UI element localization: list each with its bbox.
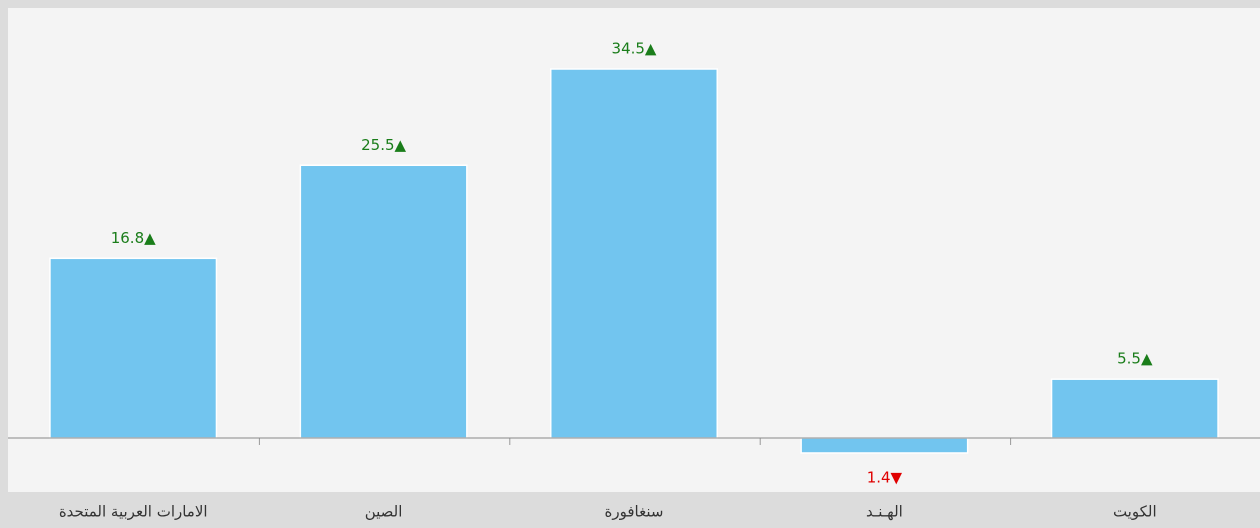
bar (299, 164, 468, 439)
x-tick-label: سنغافورة (605, 503, 664, 521)
bar (549, 68, 719, 439)
x-tick-label: الصين (365, 503, 403, 521)
value-label: 5.5▲ (1117, 350, 1153, 368)
bar (1050, 378, 1219, 439)
x-tick-label: الامارات العربية المتحدة (59, 503, 208, 521)
x-tick-label: الهـنـد (866, 503, 903, 521)
bar (49, 257, 218, 439)
value-label: 1.4▼ (867, 468, 903, 486)
value-label: 16.8▲ (111, 229, 156, 247)
value-label: 34.5▲ (612, 40, 657, 58)
value-label: 25.5▲ (361, 136, 406, 154)
x-tick-label: الكويت (1113, 503, 1157, 521)
bar (800, 437, 969, 454)
